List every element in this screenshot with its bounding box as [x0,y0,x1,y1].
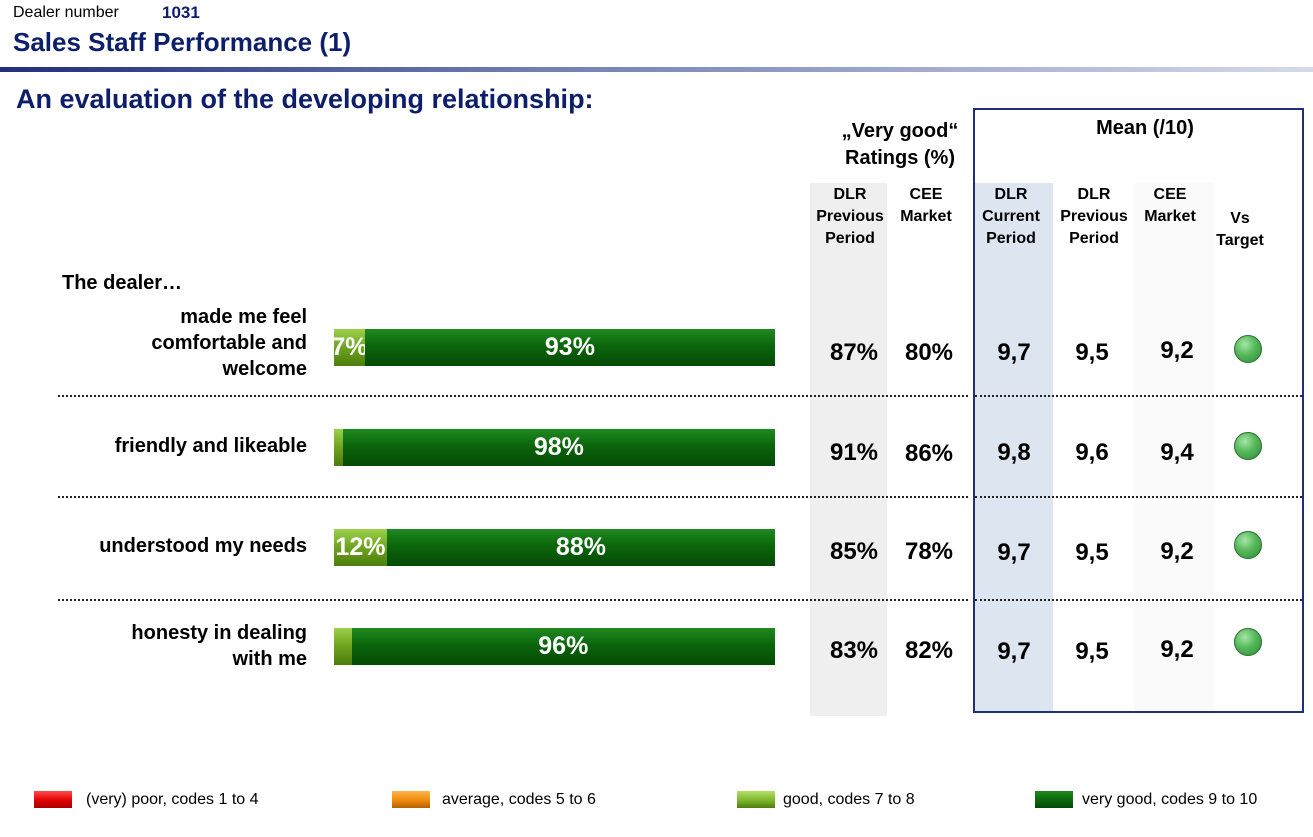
section-title: An evaluation of the developing relation… [16,84,594,114]
row-divider [975,496,1302,498]
row-divider [975,599,1302,601]
cell-vg-cee-market: 82% [904,637,954,664]
col-header-vs-target: Vs Target [1206,208,1274,252]
col-header-line: DLR [833,186,867,203]
col-header-line: Previous [816,208,884,225]
header-divider [0,67,1313,72]
bar-segment-good [334,429,343,466]
col-header-line: Target [1216,232,1264,249]
row-divider [58,496,968,498]
col-header-line: Current [982,208,1040,225]
on-target-indicator [1234,628,1262,656]
cell-vg-cee-market: 80% [904,339,954,366]
bar-row-comfortable: 7% 93% [334,329,775,366]
col-header-line: Period [986,230,1036,247]
page-title: Sales Staff Performance (1) [13,27,352,57]
cell-vg-cee-market: 78% [904,538,954,565]
row-label-line: comfortable and [151,332,307,354]
bar-segment-very-good: 88% [386,529,775,566]
cell-vg-dlr-previous: 83% [829,637,879,664]
bar-segment-very-good: 93% [364,329,775,366]
very-good-header-line-2: Ratings (%) [845,147,955,169]
legend-swatch-very-good [1035,791,1073,808]
cell-vg-dlr-previous: 91% [829,439,879,466]
col-header-line: Period [825,230,875,247]
on-target-indicator [1234,432,1262,460]
row-divider [58,395,968,397]
cell-mean-cee-market: 9,2 [1160,337,1194,364]
cell-mean-dlr-previous: 9,5 [1075,539,1109,566]
on-target-indicator [1234,335,1262,363]
legend-label-average: average, codes 5 to 6 [442,791,596,808]
cell-mean-cee-market: 9,4 [1160,439,1194,466]
cell-mean-cee-market: 9,2 [1160,636,1194,663]
col-header-mean-dlr-previous: DLR Previous Period [1054,184,1134,250]
bar-row-honesty: 96% [334,628,775,665]
column-shade-dlr-previous [810,183,887,716]
cell-mean-dlr-previous: 9,5 [1075,339,1109,366]
cell-vg-cee-market: 86% [904,440,954,467]
bar-row-friendly: 98% [334,429,775,466]
dealer-number-label: Dealer number [13,4,119,21]
bar-row-needs: 12% 88% [334,529,775,566]
row-label-line: made me feel [180,306,307,328]
col-header-line: DLR [994,186,1028,203]
row-label-line: welcome [222,358,307,380]
col-header-line: CEE [909,186,943,203]
very-good-header-line-1: „Very good“ [841,120,959,142]
cell-mean-cee-market: 9,2 [1160,538,1194,565]
cell-vg-dlr-previous: 87% [829,339,879,366]
cell-mean-dlr-previous: 9,5 [1075,638,1109,665]
col-header-cee-market: CEE Market [890,184,962,228]
col-header-mean-cee-market: CEE Market [1134,184,1206,228]
col-header-line: DLR [1077,186,1111,203]
legend-swatch-good [737,791,775,808]
column-shade-dlr-current [975,183,1053,711]
row-label-line: with me [232,648,307,670]
col-header-line: Vs [1230,210,1250,227]
bar-segment-good: 7% [334,329,365,366]
col-header-line: Period [1069,230,1119,247]
row-label-line: friendly and likeable [114,435,307,457]
col-header-line: Market [1144,208,1196,225]
cell-mean-dlr-current: 9,7 [997,638,1031,665]
mean-group-box [973,108,1304,713]
row-group-intro: The dealer… [62,272,183,294]
col-header-dlr-previous: DLR Previous Period [808,184,892,250]
row-label-line: honesty in dealing [131,622,307,644]
very-good-ratings-header: „Very good“ Ratings (%) [800,118,1000,172]
cell-mean-dlr-current: 9,7 [997,539,1031,566]
col-header-line: Market [900,208,952,225]
bar-segment-very-good: 96% [351,628,775,665]
bar-segment-good: 12% [334,529,387,566]
row-label-friendly: friendly and likeable [115,433,307,459]
row-label-needs: understood my needs [99,533,307,559]
row-divider [58,599,968,601]
mean-header: Mean (/10) [1096,117,1194,139]
col-header-line: Previous [1060,208,1128,225]
cell-mean-dlr-current: 9,8 [997,439,1031,466]
row-label-comfortable: made me feel comfortable and welcome [151,304,307,382]
bar-segment-very-good: 98% [342,429,775,466]
row-divider [975,395,1302,397]
column-shade-cee-market-mean [1134,183,1214,711]
cell-vg-dlr-previous: 85% [829,538,879,565]
dealer-number-value: 1031 [162,3,200,22]
row-label-line: understood my needs [99,535,307,557]
legend-label-very-good: very good, codes 9 to 10 [1082,791,1258,808]
bar-segment-good [334,628,352,665]
legend-label-good: good, codes 7 to 8 [783,791,915,808]
row-label-honesty: honesty in dealing with me [131,620,307,672]
cell-mean-dlr-current: 9,7 [997,339,1031,366]
col-header-dlr-current: DLR Current Period [975,184,1047,250]
col-header-line: CEE [1153,186,1187,203]
cell-mean-dlr-previous: 9,6 [1075,439,1109,466]
legend-label-poor: (very) poor, codes 1 to 4 [86,791,259,808]
on-target-indicator [1234,531,1262,559]
legend-swatch-average [392,791,430,808]
legend-swatch-poor [34,791,72,808]
